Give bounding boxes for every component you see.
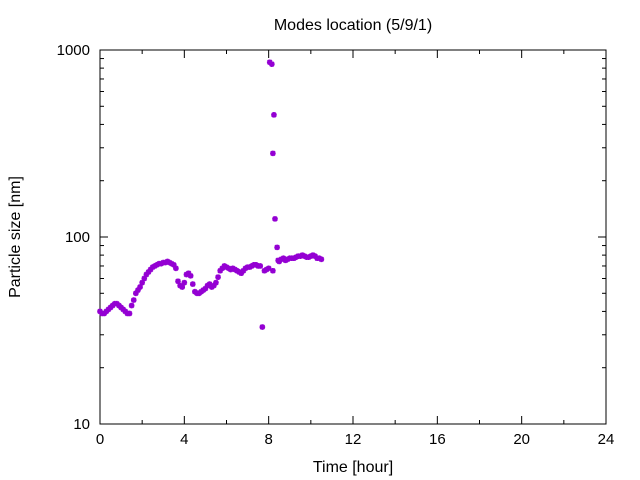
x-tick-label: 0: [96, 431, 104, 448]
data-point: [257, 263, 264, 269]
plot-frame: [99, 49, 607, 425]
y-tick-label: 10: [73, 416, 90, 433]
data-point: [147, 266, 154, 273]
data-point: [215, 274, 221, 280]
data-point: [145, 269, 152, 275]
data-point: [318, 256, 325, 263]
data-point: [181, 279, 188, 286]
data-point: [219, 265, 226, 272]
data-point: [274, 244, 280, 251]
data-point: [269, 61, 275, 67]
data-point: [173, 265, 179, 272]
x-tick-label: 24: [598, 431, 615, 448]
data-point: [213, 279, 219, 286]
data-point: [128, 302, 135, 309]
data-point: [206, 281, 213, 287]
data-point: [276, 258, 283, 265]
x-tick-label: 16: [429, 431, 446, 448]
data-point: [259, 324, 266, 330]
data-point: [137, 284, 143, 290]
data-point: [265, 265, 272, 272]
data-point: [189, 281, 196, 287]
data-point: [143, 271, 150, 278]
data-point: [217, 267, 223, 274]
x-tick-label: 8: [264, 431, 272, 448]
data-point: [185, 270, 192, 277]
data-point: [135, 287, 141, 293]
data-point: [130, 297, 137, 303]
data-point: [170, 262, 177, 268]
data-point: [139, 279, 145, 286]
data-point: [270, 267, 276, 274]
y-axis-label: Particle size [nm]: [7, 176, 24, 298]
data-point: [270, 150, 276, 157]
y-tick-label: 100: [65, 229, 90, 246]
data-point: [272, 216, 278, 222]
x-axis-label: Time [hour]: [313, 459, 393, 476]
x-tick-label: 4: [180, 431, 188, 448]
data-points: [97, 59, 325, 330]
data-point: [238, 270, 245, 277]
data-point: [141, 275, 148, 282]
axis-ticks: 0 4 8 12 16 20 24 10 100 1000: [57, 42, 615, 448]
chart-title: Modes location (5/9/1): [274, 17, 432, 34]
x-tick-label: 12: [345, 431, 362, 448]
data-point: [202, 285, 209, 292]
data-point: [240, 267, 247, 274]
data-point: [271, 112, 277, 118]
data-point: [133, 290, 139, 297]
data-point: [211, 282, 217, 289]
x-tick-label: 20: [513, 431, 530, 448]
data-point: [175, 278, 181, 285]
data-point: [280, 255, 287, 262]
data-point: [126, 310, 133, 317]
data-point: [187, 273, 194, 279]
data-point: [179, 284, 186, 290]
y-tick-label: 1000: [57, 42, 90, 59]
